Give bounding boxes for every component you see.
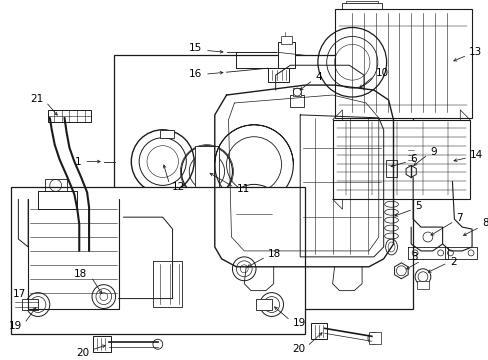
Bar — [48, 110, 91, 122]
Text: 7: 7 — [455, 213, 462, 223]
Text: 5: 5 — [414, 201, 421, 211]
Bar — [277, 42, 295, 68]
Bar — [310, 323, 326, 339]
Bar — [267, 68, 289, 82]
Text: 12: 12 — [171, 183, 184, 192]
Bar — [160, 130, 173, 138]
Text: 21: 21 — [31, 94, 44, 104]
Text: 3: 3 — [410, 252, 417, 262]
Bar — [93, 336, 110, 352]
Text: 10: 10 — [375, 68, 388, 78]
Text: 1: 1 — [75, 157, 81, 167]
Bar — [256, 298, 271, 310]
Bar — [368, 332, 380, 344]
Text: 20: 20 — [76, 348, 89, 358]
Text: 15: 15 — [188, 43, 202, 53]
Bar — [11, 187, 305, 334]
Bar — [280, 36, 292, 44]
Text: 11: 11 — [236, 184, 249, 194]
Text: 16: 16 — [188, 69, 202, 79]
Text: 19: 19 — [292, 318, 305, 328]
Text: 2: 2 — [449, 257, 456, 267]
Bar — [113, 55, 412, 309]
Bar — [416, 281, 428, 289]
Text: 14: 14 — [469, 150, 482, 159]
Bar — [332, 120, 469, 199]
Text: 18: 18 — [267, 249, 281, 259]
Bar — [385, 159, 397, 177]
Text: 13: 13 — [468, 47, 481, 57]
Text: 4: 4 — [314, 72, 321, 82]
Text: 9: 9 — [430, 147, 437, 157]
Text: 20: 20 — [291, 344, 305, 354]
Bar — [334, 9, 471, 118]
Bar — [22, 298, 38, 310]
Text: 18: 18 — [74, 269, 87, 279]
Bar — [290, 95, 304, 107]
Text: 6: 6 — [409, 154, 416, 163]
Bar — [293, 88, 301, 96]
Text: 17: 17 — [13, 289, 26, 298]
Bar — [38, 192, 77, 209]
Text: 19: 19 — [9, 321, 22, 332]
Text: 8: 8 — [481, 218, 488, 228]
Bar — [195, 146, 218, 197]
